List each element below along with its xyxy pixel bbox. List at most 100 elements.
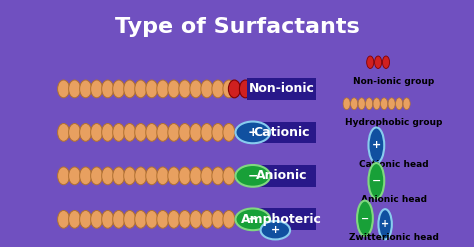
Ellipse shape <box>168 124 180 141</box>
Ellipse shape <box>388 98 395 110</box>
Ellipse shape <box>223 210 235 228</box>
Ellipse shape <box>101 210 114 228</box>
Ellipse shape <box>91 210 103 228</box>
Ellipse shape <box>212 210 224 228</box>
Text: +: + <box>372 140 381 150</box>
Ellipse shape <box>69 167 81 185</box>
Text: Zwitterionic head: Zwitterionic head <box>349 233 439 242</box>
Ellipse shape <box>190 124 202 141</box>
FancyBboxPatch shape <box>246 122 316 143</box>
Text: +: + <box>381 219 389 229</box>
Ellipse shape <box>250 80 263 98</box>
Ellipse shape <box>113 80 125 98</box>
Ellipse shape <box>212 80 224 98</box>
Text: Hydrophobic group: Hydrophobic group <box>345 118 443 127</box>
Ellipse shape <box>343 98 350 110</box>
Ellipse shape <box>168 80 180 98</box>
Circle shape <box>236 122 270 143</box>
Ellipse shape <box>223 80 235 98</box>
Ellipse shape <box>69 80 81 98</box>
Ellipse shape <box>223 167 235 185</box>
Ellipse shape <box>113 167 125 185</box>
Ellipse shape <box>91 167 103 185</box>
Ellipse shape <box>124 124 136 141</box>
Circle shape <box>368 127 384 163</box>
Text: Amphoteric: Amphoteric <box>241 213 322 226</box>
Ellipse shape <box>135 80 147 98</box>
Ellipse shape <box>403 98 410 110</box>
Circle shape <box>378 209 392 239</box>
Ellipse shape <box>396 98 403 110</box>
Ellipse shape <box>358 98 365 110</box>
Ellipse shape <box>69 210 81 228</box>
Ellipse shape <box>157 167 169 185</box>
Circle shape <box>261 221 290 239</box>
Ellipse shape <box>168 210 180 228</box>
Ellipse shape <box>146 167 158 185</box>
FancyBboxPatch shape <box>246 208 316 230</box>
Ellipse shape <box>146 124 158 141</box>
Ellipse shape <box>239 80 251 98</box>
Circle shape <box>236 165 270 187</box>
Ellipse shape <box>179 124 191 141</box>
Ellipse shape <box>381 98 388 110</box>
FancyBboxPatch shape <box>246 165 316 187</box>
Text: Anionic: Anionic <box>255 169 307 182</box>
Ellipse shape <box>69 124 81 141</box>
Ellipse shape <box>157 80 169 98</box>
Ellipse shape <box>146 210 158 228</box>
Ellipse shape <box>201 210 213 228</box>
Ellipse shape <box>201 124 213 141</box>
Ellipse shape <box>365 98 373 110</box>
Ellipse shape <box>168 167 180 185</box>
Ellipse shape <box>58 167 70 185</box>
Ellipse shape <box>373 98 380 110</box>
Ellipse shape <box>80 167 91 185</box>
Ellipse shape <box>179 80 191 98</box>
Ellipse shape <box>374 56 382 68</box>
Text: +: + <box>247 126 258 139</box>
Ellipse shape <box>190 167 202 185</box>
Ellipse shape <box>101 124 114 141</box>
Text: −: − <box>247 213 258 226</box>
Ellipse shape <box>157 210 169 228</box>
Ellipse shape <box>124 80 136 98</box>
Circle shape <box>368 163 384 199</box>
Circle shape <box>236 208 270 230</box>
Ellipse shape <box>101 80 114 98</box>
Ellipse shape <box>179 167 191 185</box>
Ellipse shape <box>58 124 70 141</box>
Ellipse shape <box>113 124 125 141</box>
Ellipse shape <box>124 167 136 185</box>
Ellipse shape <box>190 210 202 228</box>
Ellipse shape <box>212 124 224 141</box>
Ellipse shape <box>124 210 136 228</box>
Text: Non-ionic group: Non-ionic group <box>353 77 435 85</box>
Ellipse shape <box>135 167 147 185</box>
Ellipse shape <box>113 210 125 228</box>
FancyBboxPatch shape <box>246 78 316 100</box>
Ellipse shape <box>367 56 374 68</box>
Circle shape <box>357 201 373 236</box>
Ellipse shape <box>351 98 358 110</box>
Text: Cationic: Cationic <box>253 126 310 139</box>
Ellipse shape <box>383 56 390 68</box>
Text: Anionic head: Anionic head <box>361 195 427 204</box>
Text: −: − <box>361 213 369 223</box>
Text: Type of Surfactants: Type of Surfactants <box>115 17 359 37</box>
Ellipse shape <box>212 167 224 185</box>
Ellipse shape <box>80 210 91 228</box>
Ellipse shape <box>201 167 213 185</box>
Ellipse shape <box>146 80 158 98</box>
Ellipse shape <box>80 80 91 98</box>
Text: −: − <box>372 176 381 186</box>
Ellipse shape <box>91 80 103 98</box>
Ellipse shape <box>91 124 103 141</box>
Ellipse shape <box>101 167 114 185</box>
Ellipse shape <box>135 124 147 141</box>
Text: Non-ionic: Non-ionic <box>248 82 314 95</box>
Ellipse shape <box>201 80 213 98</box>
Ellipse shape <box>223 124 235 141</box>
Ellipse shape <box>135 210 147 228</box>
Ellipse shape <box>58 210 70 228</box>
